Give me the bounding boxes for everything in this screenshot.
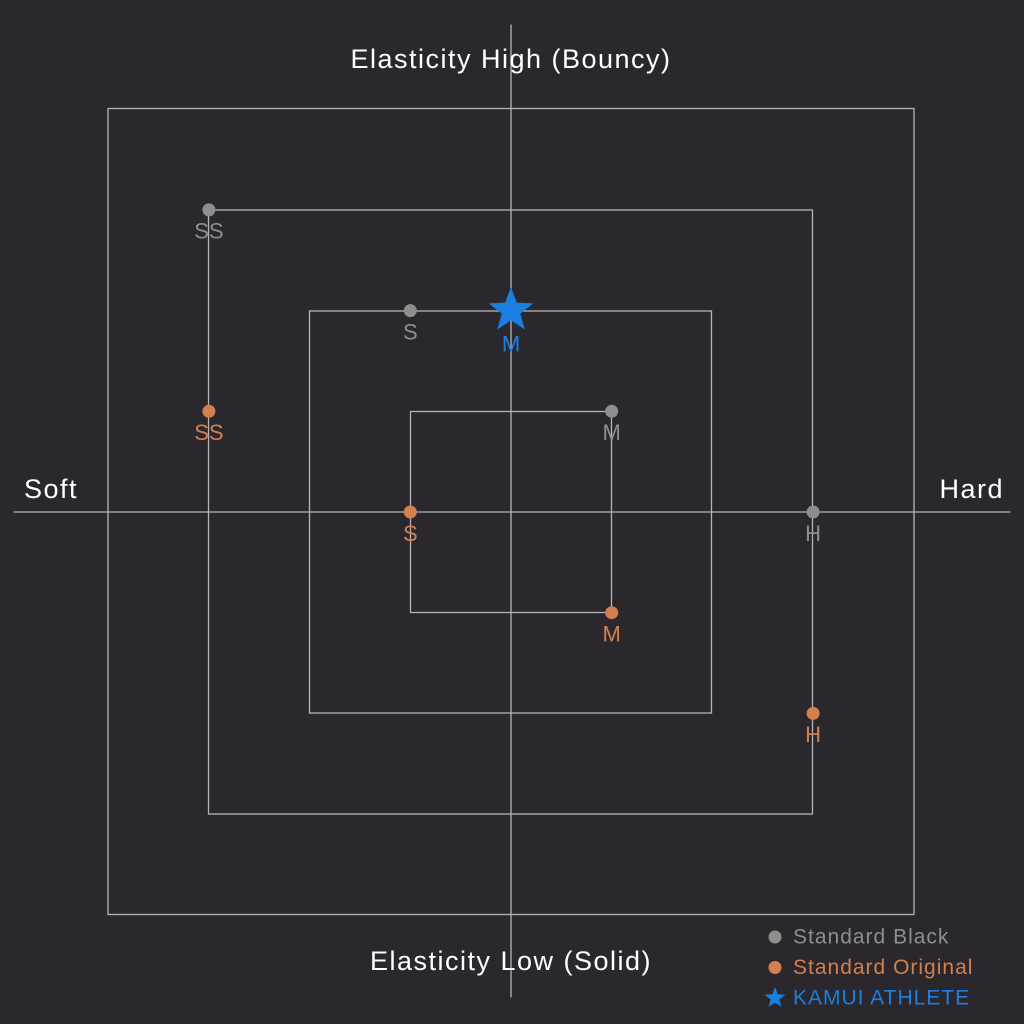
point: [403, 304, 417, 318]
point: [202, 404, 216, 418]
x-axis-left-label: Soft: [24, 474, 78, 504]
legend: Standard Black Standard Original KAMUI ATH…: [764, 926, 973, 1010]
point-label: S: [403, 521, 418, 546]
point: [806, 505, 820, 519]
y-axis-bottom-label: Elasticity Low (Solid): [370, 946, 652, 976]
point-label: M: [603, 420, 621, 445]
legend-marker: [768, 930, 782, 944]
x-axis-right-label: Hard: [939, 474, 1004, 504]
legend-label: KAMUI ATHLETE: [793, 987, 970, 1010]
legend-label: Standard Original: [793, 956, 973, 979]
legend-marker: [764, 987, 786, 1007]
point-label: M: [603, 622, 621, 647]
point-label: S: [403, 319, 418, 344]
legend-marker: [768, 961, 782, 974]
star-marker: [488, 287, 534, 330]
point: [605, 606, 619, 620]
point-label: H: [805, 722, 821, 747]
point-label: H: [805, 521, 821, 546]
axes: [13, 24, 1011, 998]
point: [202, 203, 216, 217]
point-label: M: [502, 331, 520, 356]
point-label: SS: [194, 219, 223, 244]
y-axis-top-label: Elasticity High (Bouncy): [350, 44, 671, 74]
point: [806, 706, 820, 720]
point: [605, 404, 619, 418]
point-label: SS: [194, 420, 223, 445]
legend-label: Standard Black: [793, 926, 949, 949]
point: [403, 505, 417, 519]
